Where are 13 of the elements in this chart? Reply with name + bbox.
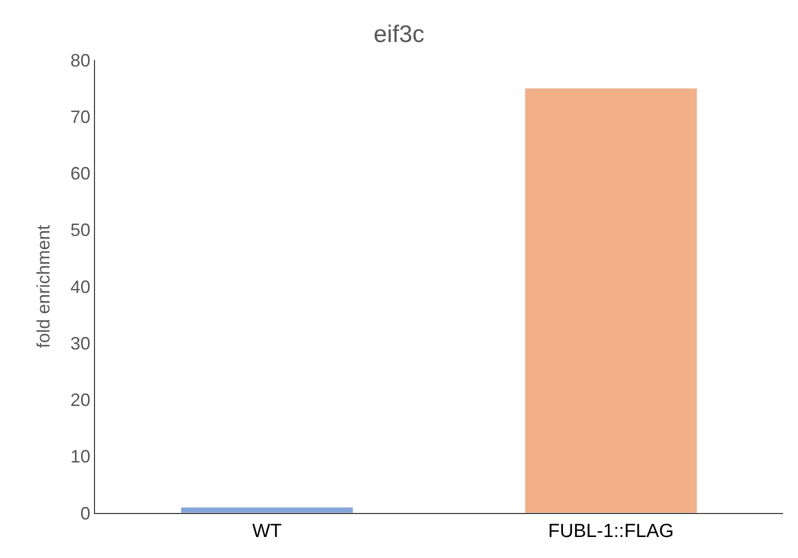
y-tick-label: 10 [70, 446, 90, 467]
y-tick-label: 20 [70, 390, 90, 410]
y-tick-label: 80 [70, 50, 90, 70]
x-tick-label: WT [252, 520, 282, 542]
y-tick-label: 60 [70, 164, 90, 184]
y-tick-label: 40 [70, 276, 90, 297]
y-tick-label: 0 [80, 503, 90, 524]
y-tick-label: 70 [70, 106, 90, 127]
y-tick-label: 30 [70, 333, 90, 354]
x-tick-label: FUBL-1::FLAG [548, 520, 674, 542]
chart-title: eif3c [374, 20, 424, 48]
y-axis-title: fold enrichment [34, 224, 54, 348]
y-tick-label: 50 [70, 220, 90, 240]
